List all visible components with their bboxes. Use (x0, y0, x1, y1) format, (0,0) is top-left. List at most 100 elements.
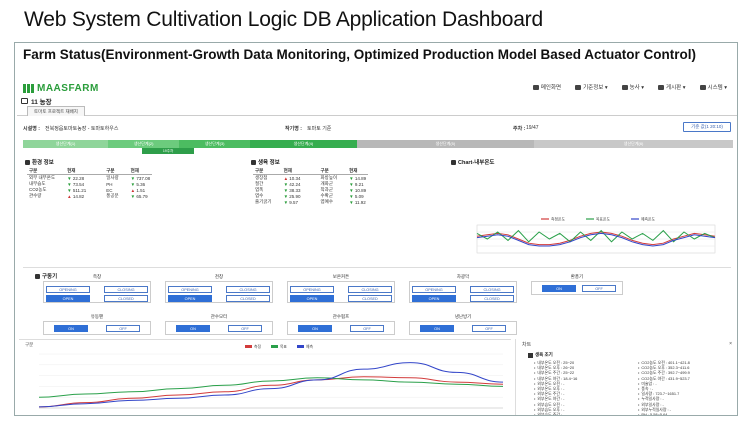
log-item: 외부습도 주간 : - (534, 412, 581, 415)
chart-title: Chart-내부온도 (451, 158, 494, 166)
legend-label: 측정 (254, 344, 261, 349)
actuator-b2-button[interactable]: CLOSING (348, 286, 392, 293)
actuator-on-button[interactable]: ON (54, 325, 88, 332)
stage-3[interactable]: 생산단계(3) (179, 140, 251, 148)
fan-off-button[interactable]: OFF (582, 285, 616, 292)
actuator-b4-button[interactable]: CLOSED (226, 295, 270, 302)
close-icon[interactable]: × (729, 341, 732, 347)
env-header: 현재 (57, 168, 89, 175)
leaf-icon (528, 352, 533, 358)
plant-icon (621, 84, 628, 90)
actuator-b1-button[interactable]: OPENING (168, 286, 212, 293)
facility-label: 시설명 : (23, 126, 40, 132)
value: 9.21 (354, 181, 364, 187)
actuator-off-button[interactable]: OFF (350, 325, 384, 332)
log-item: 내부온도 야간 : 18.4~16 (534, 376, 581, 381)
actuator-off-button[interactable]: OFF (106, 325, 140, 332)
actuator-on-button[interactable]: ON (176, 325, 210, 332)
user-icon (699, 84, 706, 90)
legend-swatch (297, 345, 304, 348)
slide-title: Web System Cultivation Logic DB Applicat… (24, 8, 543, 31)
value-cell: ▼ 42.24 (274, 181, 303, 187)
actuator-box-onoff: 냉난방기 ON OFF (409, 314, 517, 335)
actuator-b4-button[interactable]: CLOSED (104, 295, 148, 302)
log-item: 외부습도 오전 : - (534, 402, 581, 407)
farm-number: 11 농장 (21, 96, 52, 106)
tab-project[interactable]: 토마토 프로젝트 재배지 (27, 106, 85, 116)
table-row: 생장점 ▲ 10.34 화방높이 ▼ 14.89 (253, 175, 368, 182)
series-line-1 (38, 376, 504, 408)
stage-4[interactable]: 생산단계(4) (250, 140, 357, 148)
actuator-box: 보온커튼 OPENING CLOSING OPEN CLOSED (287, 274, 395, 303)
value: 10.89 (354, 187, 367, 193)
reference-time-button[interactable]: 기준 값(1 20:10) (683, 122, 731, 132)
actuator-on-button[interactable]: ON (298, 325, 332, 332)
actuator-name: 관수펌프 (332, 314, 350, 319)
actuator-b1-button[interactable]: OPENING (412, 286, 456, 293)
actuator-off-button[interactable]: OFF (228, 325, 262, 332)
logo[interactable]: MAASFARM (23, 83, 99, 94)
main-chart-title: 구분 (25, 342, 34, 347)
actuator-b2-button[interactable]: CLOSING (470, 286, 514, 293)
actuator-box-onoff: 관수펌프 ON OFF (287, 314, 395, 335)
actuator-b3-button[interactable]: OPEN (290, 295, 334, 302)
value: 14.89 (354, 175, 367, 181)
label-cell: 내부습도 (29, 181, 46, 186)
actuator-b3-button[interactable]: OPEN (168, 295, 212, 302)
nav-item-farming[interactable]: 농사 ▾ (621, 83, 644, 91)
mini-series-1 (476, 231, 716, 246)
growth-log-panel: 차트 × 생육 조기 내부온도 오전 : 25~20내부온도 오후 : 26~2… (515, 339, 737, 415)
actuator-b3-button[interactable]: OPEN (412, 295, 456, 302)
actuator-b3-button[interactable]: OPEN (46, 295, 90, 302)
env-header: 구분 (27, 168, 58, 175)
main-chart-panel: 구분 측정 목표 예측 (19, 339, 511, 415)
nav-item-main[interactable]: 메인화면 (532, 83, 561, 91)
stage-bar: 생산단계(1) 생산단계(2) 생산단계(3) 생산단계(4) 생산단계(5) 생산단계(… (23, 140, 733, 148)
actuator-b4-button[interactable]: CLOSED (348, 295, 392, 302)
value: 14.82 (72, 193, 85, 199)
actuator-b2-button[interactable]: CLOSING (226, 286, 270, 293)
log-item: 미술암 : - (638, 381, 690, 386)
stage-1[interactable]: 생산단계(1) (23, 140, 109, 148)
facility-value: 전북정읍토마토농장 - 토마토하우스 (45, 126, 119, 132)
table-row: 줄기굵기 ▼ 9.57 엽예수 ▼ 11.92 (253, 199, 368, 205)
value: 10.34 (289, 175, 301, 181)
board-icon (658, 84, 665, 90)
value-cell: ▼ 10.89 (339, 187, 368, 193)
log-panel-header: 차트 × (522, 341, 734, 348)
env-header: 현재 (120, 168, 153, 175)
stage-5[interactable]: 생산단계(5) (356, 140, 535, 148)
actuator-b1-button[interactable]: OPENING (46, 286, 90, 293)
actuator-off-button[interactable]: OFF (472, 325, 506, 332)
actuator-b4-button[interactable]: CLOSED (470, 295, 514, 302)
arrow-down-icon: ▼ (67, 175, 73, 181)
legend-label: 목표 (280, 344, 287, 349)
page-heading: Farm Status(Environment-Growth Data Moni… (23, 47, 697, 62)
actuator-b1-button[interactable]: OPENING (290, 286, 334, 293)
value-cell: ▼ 9.21 (339, 181, 368, 187)
fan-on-button[interactable]: ON (542, 285, 576, 292)
label-cell: 관수량 (29, 193, 42, 198)
stage-6[interactable]: 생산단계(6) (534, 140, 733, 148)
nav-item-system[interactable]: 시스템 ▾ (699, 83, 727, 91)
legend-label: 예측온도 (641, 217, 655, 222)
log-item: 내부온도 오후 : 26~20 (534, 365, 581, 370)
chart-icon (451, 159, 456, 165)
log-item: 외부일사량 : - (638, 402, 690, 407)
nav-item-board[interactable]: 게시판 ▾ (658, 83, 686, 91)
week-value: 19/47 (526, 125, 539, 131)
arrow-down-icon: ▼ (349, 187, 355, 193)
arrow-up-icon: ▲ (130, 187, 137, 193)
label-cell: 풍공분 (106, 193, 119, 198)
info-bar: 시설명 : 전북정읍토마토농장 - 토마토하우스 작기명 : 토마토 기준 주차… (23, 122, 731, 134)
actuator-b2-button[interactable]: CLOSING (104, 286, 148, 293)
label-cell: 개화군 (320, 181, 333, 186)
actuator-on-button[interactable]: ON (420, 325, 454, 332)
log-item: CO2농도 야간 : 431.9~523.7 (638, 376, 689, 381)
arrow-down-icon: ▼ (130, 193, 137, 199)
stage-2[interactable]: 생산단계(2) (108, 140, 180, 148)
nav-item-base-info[interactable]: 기준정보 ▾ (575, 83, 608, 91)
arrow-down-icon: ▼ (130, 181, 137, 187)
table-row: 엽폭 ▼ 38.33 착과군 ▼ 10.89 (253, 187, 368, 193)
log-item: 일사량 : 723.7~1651.7 (638, 391, 690, 396)
